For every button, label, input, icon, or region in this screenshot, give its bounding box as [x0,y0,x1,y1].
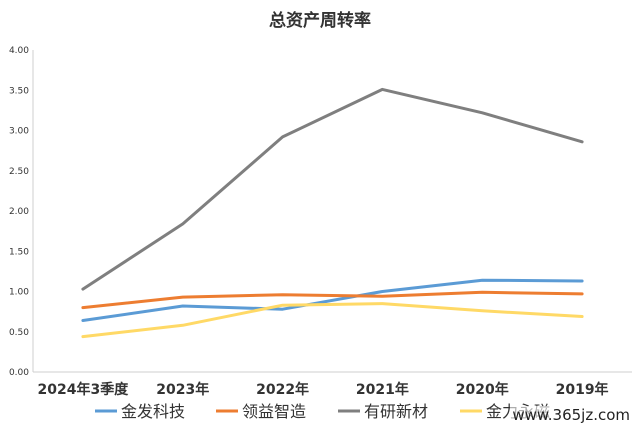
y-tick-label: 3.00 [9,127,29,137]
series-line [81,87,584,291]
y-tick-label: 1.50 [9,247,29,257]
y-tick-layer: 0.00 0.50 1.00 1.50 2.00 2.50 3.00 3.50 4.00 [9,46,29,378]
legend-label: 领益智造 [242,402,306,421]
axis-layer [32,50,632,373]
x-tick-label: 2024年3季度 [38,381,130,398]
x-tick-label: 2020年 [456,381,509,398]
chart-title: 总资产周转率 [269,11,371,31]
watermark: www.365jz.com [510,406,632,424]
y-tick-label: 4.00 [9,46,29,56]
y-tick-label: 0.50 [9,328,29,338]
series-line [81,302,584,339]
x-tick-layer: 2024年3季度 2023年 2022年 2021年 2020年 2019年 [38,381,609,398]
legend-label: 有研新材 [364,402,428,421]
legend: 金发科技领益智造有研新材金力永磁 [95,402,550,421]
x-tick-label: 2021年 [356,381,409,398]
x-tick-label: 2023年 [156,381,209,398]
series-line [81,290,584,310]
series-layer [81,87,584,339]
y-tick-label: 0.00 [9,368,29,378]
x-tick-label: 2019年 [556,381,609,398]
legend-label: 金发科技 [121,402,185,421]
series-line [81,278,584,322]
y-tick-label: 2.50 [9,167,29,177]
y-tick-label: 2.00 [9,207,29,217]
x-tick-label: 2022年 [256,381,309,398]
y-tick-label: 1.00 [9,288,29,298]
y-tick-label: 3.50 [9,86,29,96]
